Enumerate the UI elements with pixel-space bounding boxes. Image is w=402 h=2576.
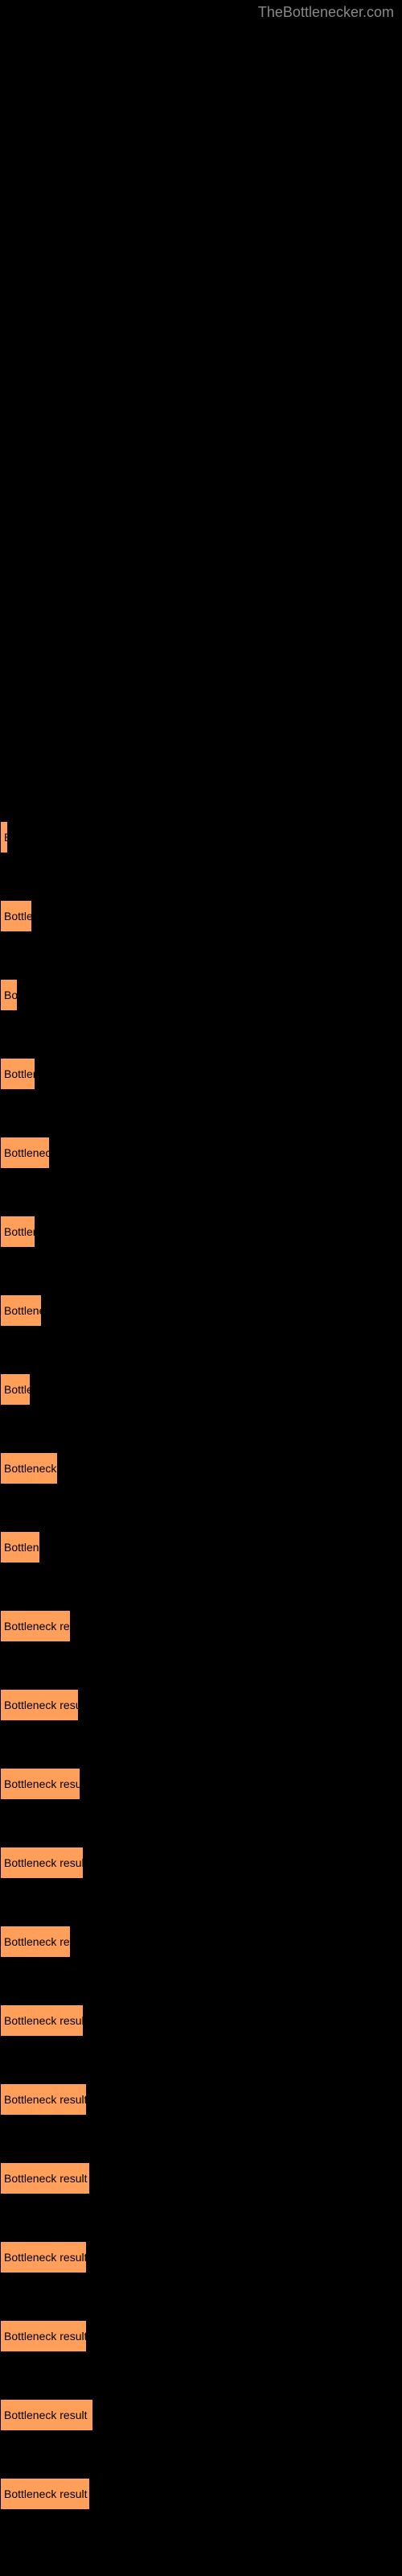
bar-row: Bottleneck res [0,1926,71,1958]
bar: Bottlene [0,1531,40,1563]
bar: Bottleneck result [0,2320,87,2352]
bar-row: Bo [0,979,18,1011]
bar-row: Bottleneck resu [0,1610,71,1642]
bar: Bottleneck result [0,1847,84,1879]
bar: Bottleneck [0,1137,50,1169]
bar-row: Bottleneck result [0,1847,84,1879]
bar-row: Bottleneck result [0,2320,87,2352]
bar-row: Bottleneck result [0,2004,84,2037]
bar: B [0,821,8,853]
bar-row: Bottleneck [0,1137,50,1169]
bar-row: Bottlenec [0,1294,42,1327]
bar: Bottleneck result [0,2399,93,2431]
bar: Bottleneck result [0,2004,84,2037]
bar: Bo [0,979,18,1011]
bar: Bottleneck result [0,2083,87,2116]
bar-row: Bottleneck result [0,2478,90,2510]
bar: Bottleneck result [0,1768,80,1800]
bar-row: B [0,821,8,853]
bar-row: Bottleneck result [0,2083,87,2116]
bar-chart: B Bottler Bo Bottlen Bottleneck Bottlen Bottle… [0,0,402,2576]
bar: Bottlenec [0,1294,42,1327]
bar-row: Bottleneck result [0,2241,87,2273]
bar: Bottleneck result [0,2241,87,2273]
bar: Bottler [0,900,32,932]
bar-row: Bottle [0,1373,31,1406]
bar-row: Bottlen [0,1058,35,1090]
bar-row: Bottleneck result [0,2399,93,2431]
bar-row: Bottleneck result [0,2162,90,2194]
bar: Bottlen [0,1058,35,1090]
bar: Bottleneck result [0,2478,90,2510]
bar: Bottleneck resu [0,1610,71,1642]
bar-row: Bottlen [0,1216,35,1248]
bar-row: Bottler [0,900,32,932]
bar: Bottleneck r [0,1452,58,1484]
bar-row: Bottleneck r [0,1452,58,1484]
bar: Bottlen [0,1216,35,1248]
bar-row: Bottleneck result [0,1768,80,1800]
bar-row: Bottleneck result [0,1689,79,1721]
bar: Bottle [0,1373,31,1406]
bar: Bottleneck res [0,1926,71,1958]
bar: Bottleneck result [0,2162,90,2194]
bar: Bottleneck result [0,1689,79,1721]
bar-row: Bottlene [0,1531,40,1563]
